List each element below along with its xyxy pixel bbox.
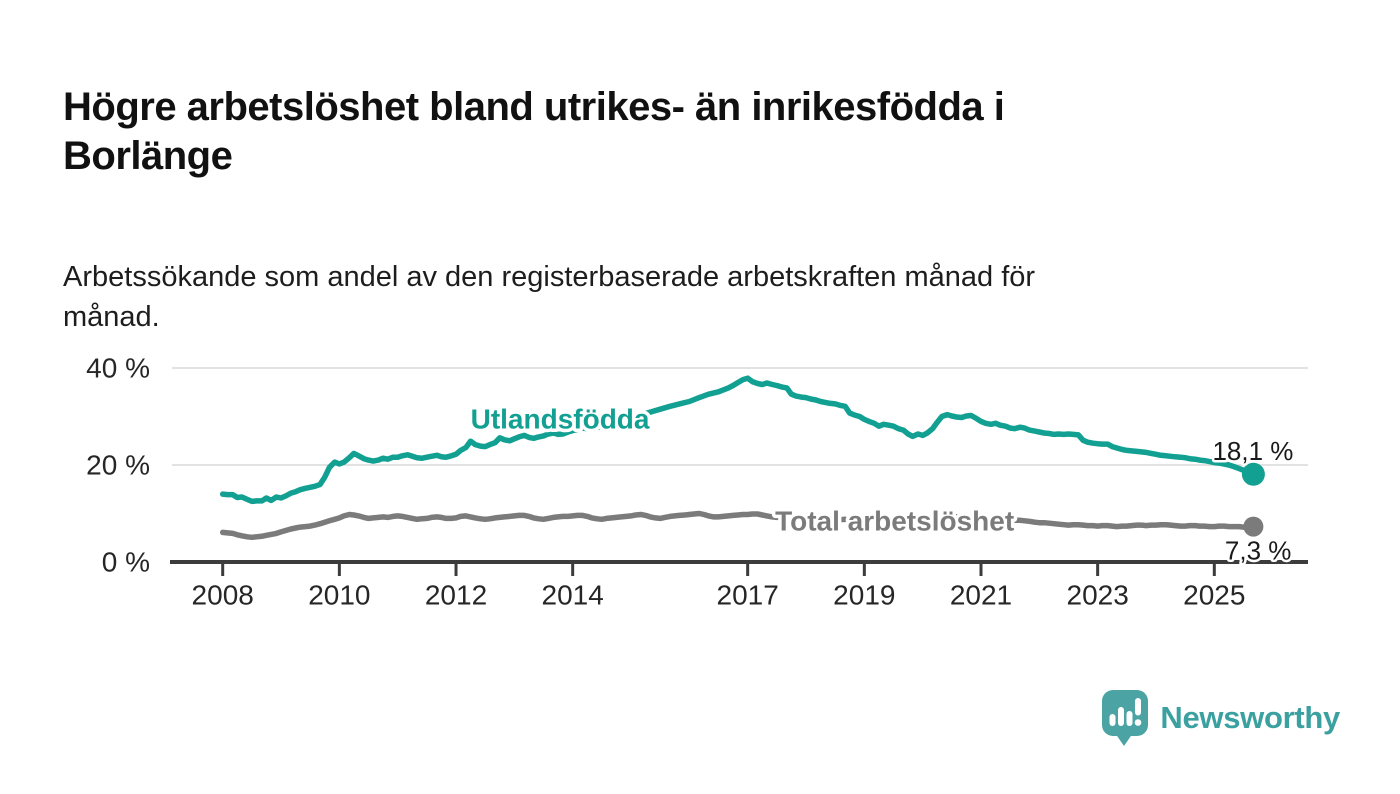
series-line-utlandsfodda — [219, 375, 1257, 505]
x-tick-label-2014: 2014 — [542, 580, 604, 611]
page-title-line1: Högre arbetslöshet bland utrikes- än inr… — [63, 84, 1005, 129]
newsworthy-brand: Newsworthy — [1101, 689, 1340, 747]
x-tick-label-2017: 2017 — [717, 580, 779, 611]
chart-subtitle-line1: Arbetssökande som andel av den registerb… — [63, 261, 1036, 293]
x-tick-label-2010: 2010 — [308, 580, 370, 611]
y-tick-label-40: 40 % — [86, 353, 150, 384]
series-line-total-arbetsloshet — [219, 510, 1257, 541]
end-dot-utlandsfodda — [1241, 462, 1265, 486]
brand-name: Newsworthy — [1160, 700, 1340, 735]
series-label-utlandsfodda: Utlandsfödda — [471, 403, 650, 434]
x-tick-label-2025: 2025 — [1183, 580, 1245, 611]
x-tick-label-2021: 2021 — [950, 580, 1012, 611]
chart-subtitle: Arbetssökande som andel av den registerb… — [63, 257, 1323, 337]
line-chart: 0 % 20 % 40 % 2008 2010 2012 2014 2017 2019 2021 2… — [86, 353, 1308, 611]
end-dot-total-arbetsloshet — [1243, 516, 1264, 537]
newsworthy-logo-icon — [1102, 690, 1149, 746]
end-value-label-utlandsfodda: 18,1 % — [1212, 436, 1293, 466]
x-tick-label-2008: 2008 — [192, 580, 254, 611]
y-tick-label-20: 20 % — [86, 450, 150, 481]
y-tick-label-0: 0 % — [102, 547, 150, 578]
page-title-line2: Borlänge — [63, 133, 233, 178]
chart-subtitle-line2: månad. — [63, 301, 160, 334]
page-title: Högre arbetslöshet bland utrikes- än inr… — [63, 83, 1323, 181]
x-tick-label-2012: 2012 — [425, 580, 487, 611]
x-tick-label-2019: 2019 — [833, 580, 895, 611]
end-value-label-total-arbetsloshet: 7,3 % — [1225, 536, 1292, 566]
series-label-total-arbetsloshet: Total arbetslöshet — [775, 505, 1014, 536]
x-tick-label-2023: 2023 — [1067, 580, 1129, 611]
